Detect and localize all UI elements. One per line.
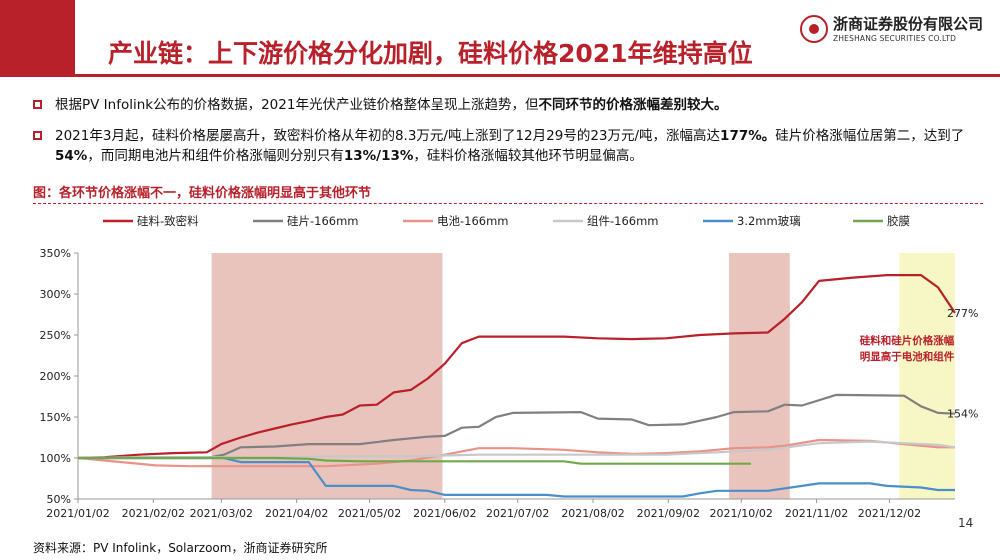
x-tick-label: 2021/09/02 — [637, 507, 700, 520]
bullet-text-segment: ，而同期电池片和组件价格涨幅则分别只有 — [87, 148, 344, 164]
x-tick-label: 2021/07/02 — [486, 507, 549, 520]
bullet-2-text: 2021年3月起，硅料价格屡屡高升，致密料价格从年初的8.3万元/吨上涨到了12… — [55, 126, 983, 166]
page-number: 14 — [958, 516, 974, 530]
bullet-text-segment: 根据PV Infolink公布的价格数据，2021年光伏产业链价格整体呈现上涨趋… — [55, 97, 539, 113]
legend-item-label: 硅片-166mm — [287, 214, 359, 228]
x-tick-label: 2021/04/02 — [265, 507, 328, 520]
bullet-text-segment: 13%/13% — [343, 148, 414, 164]
logo-name-en: ZHESHANG SECURITIES CO.LTD — [833, 34, 957, 43]
bullet-1-text: 根据PV Infolink公布的价格数据，2021年光伏产业链价格整体呈现上涨趋… — [55, 95, 983, 115]
y-tick-label: 350% — [40, 247, 71, 260]
chart-annotation-line: 明显高于电池和组件 — [860, 350, 955, 363]
figure-title: 图：各环节价格涨幅不一，硅料价格涨幅明显高于其他环节 — [33, 186, 372, 201]
x-tick-label: 2021/12/02 — [858, 507, 921, 520]
y-tick-label: 200% — [40, 370, 71, 383]
bullet-square-icon — [33, 100, 42, 109]
x-tick-label: 2021/05/02 — [338, 507, 401, 520]
series-line — [77, 273, 956, 460]
slide-title: 产业链：上下游价格分化加剧，硅料价格2021年维持高位 — [108, 39, 753, 68]
legend-item-label: 硅料-致密料 — [137, 214, 199, 228]
bullet-1: 根据PV Infolink公布的价格数据，2021年光伏产业链价格整体呈现上涨趋… — [33, 95, 983, 115]
legend-item-label: 胶膜 — [887, 214, 910, 228]
bullet-text-segment: 177%。 — [720, 128, 776, 144]
y-tick-label: 50% — [47, 493, 71, 506]
series-line — [78, 393, 956, 460]
x-tick-label: 2021/10/02 — [710, 507, 773, 520]
bullet-2: 2021年3月起，硅料价格屡屡高升，致密料价格从年初的8.3万元/吨上涨到了12… — [33, 126, 983, 166]
series-line — [78, 456, 751, 465]
x-tick-label: 2021/01/02 — [46, 507, 109, 520]
x-tick-label: 2021/11/02 — [785, 507, 848, 520]
end-value-label: 277% — [947, 307, 978, 320]
end-value-label: 154% — [947, 408, 978, 421]
legend-item-label: 电池-166mm — [437, 214, 509, 228]
y-tick-label: 250% — [40, 329, 71, 342]
shaded-period — [729, 253, 790, 499]
source-note: 资料来源：PV Infolink，Solarzoom，浙商证券研究所 — [33, 541, 328, 555]
x-tick-label: 2021/06/02 — [413, 507, 476, 520]
series-line — [78, 456, 955, 498]
y-tick-label: 150% — [40, 411, 71, 424]
logo-name-cn: 浙商证券股份有限公司 — [833, 15, 984, 33]
bullet-square-icon — [33, 131, 42, 140]
y-tick-label: 100% — [40, 452, 71, 465]
bullet-text-segment: 不同环节的价格涨幅差别较大。 — [538, 97, 728, 113]
shaded-period — [899, 253, 955, 499]
price-change-line-chart: 50% 100% 150% 200% 250% 300% 350% 2021/01/02 202… — [40, 214, 979, 520]
legend-item-label: 组件-166mm — [587, 214, 659, 228]
bullet-text-segment: ，硅料价格涨幅较其他环节明显偏高。 — [413, 148, 643, 164]
bullet-text-segment: 54% — [55, 148, 88, 164]
company-logo: 浙商证券股份有限公司 ZHESHANG SECURITIES CO.LTD — [800, 13, 985, 51]
figure-title-rule — [33, 203, 983, 204]
bullet-text-segment: 2021年3月起，硅料价格屡屡高升，致密料价格从年初的8.3万元/吨上涨到了12… — [55, 128, 721, 144]
logo-mark-icon — [800, 15, 828, 43]
x-tick-label: 2021/02/02 — [122, 507, 185, 520]
chart-annotation-line: 硅料和硅片价格涨幅 — [860, 334, 955, 347]
y-tick-label: 300% — [40, 288, 71, 301]
header-accent-line — [75, 74, 1000, 77]
legend-item-label: 3.2mm玻璃 — [737, 214, 801, 228]
header-accent-block — [0, 0, 75, 77]
x-tick-label: 2021/03/02 — [190, 507, 253, 520]
series-line — [77, 438, 955, 468]
bullet-text-segment: 硅片价格涨幅位居第二，达到了 — [775, 128, 965, 144]
x-tick-label: 2021/08/02 — [561, 507, 624, 520]
